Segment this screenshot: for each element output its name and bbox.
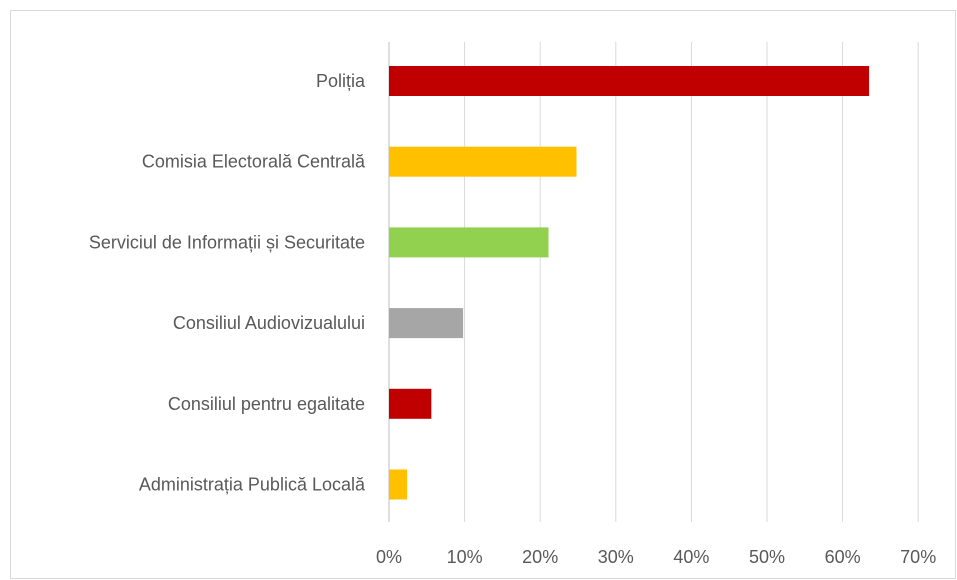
category-label: Serviciul de Informații și Securitate xyxy=(89,232,365,252)
bar xyxy=(389,146,577,177)
x-tick-label: 60% xyxy=(825,547,861,567)
category-label: Consiliul pentru egalitate xyxy=(168,394,365,414)
chart-frame xyxy=(10,10,956,579)
bar xyxy=(389,66,870,96)
category-label: Consiliul Audiovizualului xyxy=(173,313,365,333)
bar xyxy=(389,227,549,258)
bar xyxy=(389,308,464,339)
category-labels: Poliția Comisia Electorală Centrală Servic… xyxy=(89,71,366,495)
category-label: Comisia Electorală Centrală xyxy=(142,152,366,172)
x-tick-label: 50% xyxy=(749,547,785,567)
bars xyxy=(389,66,870,500)
bar xyxy=(389,388,432,419)
bar xyxy=(389,469,408,500)
category-label: Administrația Publică Locală xyxy=(139,475,366,495)
category-label: Poliția xyxy=(316,71,366,91)
gridlines xyxy=(388,42,919,522)
x-tick-label: 10% xyxy=(447,547,483,567)
x-tick-label: 70% xyxy=(900,547,936,567)
x-tick-label: 20% xyxy=(522,547,558,567)
x-tick-label: 0% xyxy=(376,547,402,567)
x-tick-label: 40% xyxy=(673,547,709,567)
x-tick-labels: 0% 10% 20% 30% 40% 50% 60% 70% xyxy=(376,547,936,567)
x-tick-label: 30% xyxy=(598,547,634,567)
